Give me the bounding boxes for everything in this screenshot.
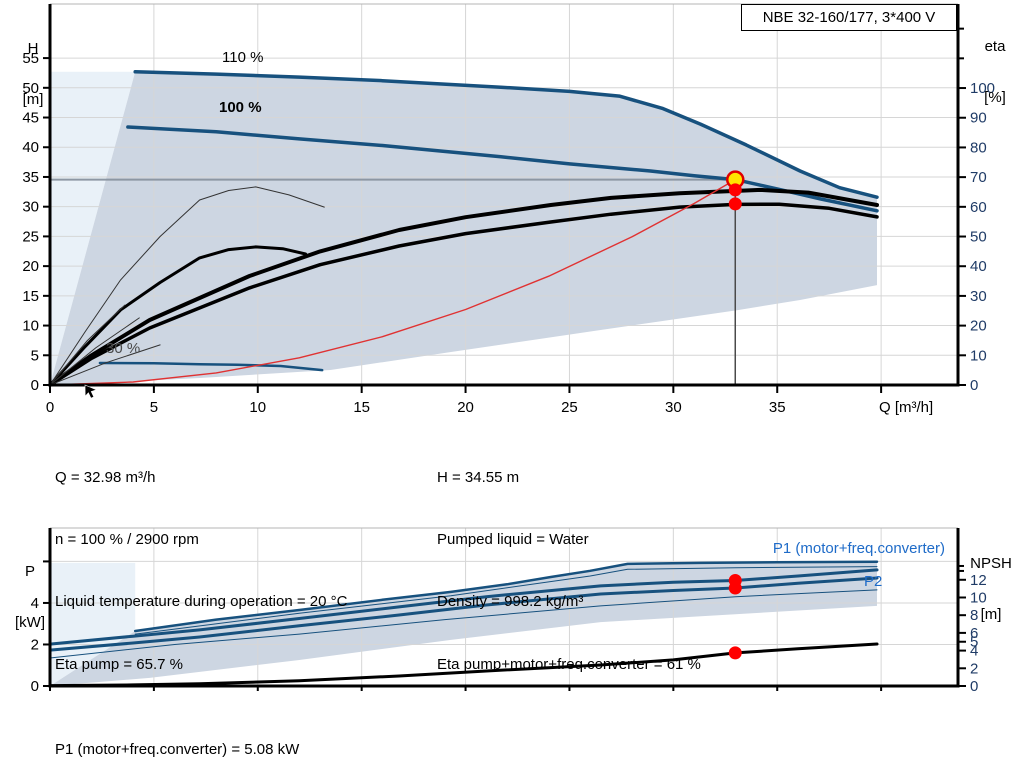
- curve-p1-curve: [48, 568, 879, 646]
- y-right-tick-label: 30: [970, 288, 987, 305]
- y-left-tick-label: 15: [22, 288, 39, 305]
- y-left-tick-label: 2: [31, 636, 39, 653]
- y-right-tick-label: 20: [970, 318, 987, 335]
- y-right-tick-label: 0: [970, 678, 978, 695]
- y-left-tick-label: 20: [22, 258, 39, 275]
- curve-eta-fan-3: [49, 344, 161, 386]
- eta-axis-unit: [%]: [984, 89, 1006, 106]
- y-right-tick-label: 100: [970, 80, 995, 97]
- info-density: Density = 998.2 kg/m³: [437, 593, 584, 611]
- x-tick-label: 10: [249, 399, 266, 416]
- curve-eta-pump-motor-freq: [48, 202, 879, 387]
- y-left-tick-label: 0: [31, 377, 39, 394]
- curve-system-curve: [49, 178, 736, 386]
- y-right-tick-label: 40: [970, 258, 987, 275]
- mouse-cursor: [84, 384, 98, 399]
- y-right-tick-label: 70: [970, 169, 987, 186]
- curve-eta-fan-2: [49, 317, 140, 386]
- x-tick-label: 5: [150, 399, 158, 416]
- info-liquid-temp: Liquid temperature during operation = 20…: [55, 593, 348, 611]
- y-right-tick-label: 5: [970, 634, 978, 651]
- head-axis-title: H [m]: [16, 6, 50, 142]
- curve-head-30pct: [98, 361, 324, 372]
- power-axis-symbol: P: [24, 563, 35, 580]
- curve-eta-pump: [48, 187, 879, 387]
- y-left-tick-label: 25: [22, 228, 39, 245]
- info-flow: Q = 32.98 m³/h: [55, 468, 156, 486]
- marker-duty-point-eta-pump: [728, 183, 742, 197]
- x-tick-label: 35: [769, 399, 786, 416]
- npsh-axis-symbol: NPSH: [970, 555, 1012, 572]
- y-right-tick-label: 12: [970, 572, 987, 589]
- flow-axis-title: Q [m³/h]: [879, 399, 934, 416]
- y-right-tick-label: 10: [970, 347, 987, 364]
- duty-info-left: Q = 32.98 m³/h n = 100 % / 2900 rpm Liqu…: [55, 426, 347, 717]
- power-info-block: P1 (motor+freq.converter) = 5.08 kW P2 =…: [55, 698, 299, 781]
- y-right-tick-label: 8: [970, 607, 978, 624]
- speed-label-110: 110 %: [222, 49, 264, 66]
- duty-info-right: H = 34.55 m Pumped liquid = Water Densit…: [437, 426, 701, 717]
- info-eta-pump: Eta pump = 65.7 %: [55, 655, 183, 673]
- info-head: H = 34.55 m: [437, 468, 520, 486]
- x-tick-label: 30: [665, 399, 682, 416]
- y-left-tick-label: 50: [22, 80, 39, 97]
- y-right-tick-label: 90: [970, 110, 987, 127]
- y-right-tick-label: 2: [970, 660, 978, 677]
- y-right-tick-label: 50: [970, 229, 987, 246]
- curve-p-thin-lower: [49, 589, 878, 659]
- info-p1: P1 (motor+freq.converter) = 5.08 kW: [55, 740, 300, 758]
- y-left-tick-label: 4: [31, 595, 39, 612]
- power-axis-unit: [kW]: [15, 614, 45, 631]
- marker-duty-point-p2: [728, 581, 742, 595]
- y-left-tick-label: 30: [22, 199, 39, 216]
- y-right-tick-label: 60: [970, 199, 987, 216]
- head-efficiency-chart-operating-envelope: [50, 71, 877, 386]
- curve-eta-arc-thin: [49, 186, 325, 386]
- p1-curve-label: P1 (motor+freq.converter): [772, 540, 945, 557]
- x-tick-label: 20: [457, 399, 474, 416]
- y-left-tick-label: 40: [22, 139, 39, 156]
- p2-curve-label: P2: [864, 573, 883, 590]
- curve-eta-fan-1: [49, 304, 126, 386]
- speed-label-30: 30 %: [106, 340, 141, 357]
- x-tick-label: 0: [46, 399, 54, 416]
- y-right-tick-label: 80: [970, 139, 987, 156]
- info-speed: n = 100 % / 2900 rpm: [55, 530, 199, 548]
- power-axis-title: P [kW]: [10, 529, 50, 665]
- info-eta-total: Eta pump+motor+freq.converter = 61 %: [437, 655, 701, 673]
- curve-p1-envelope-top: [133, 560, 879, 633]
- speed-label-100: 100 %: [219, 99, 262, 116]
- x-tick-label: 15: [353, 399, 370, 416]
- curve-eta-arc-mid: [48, 245, 308, 387]
- curve-p1-thin-upper: [134, 566, 878, 635]
- npsh-axis-unit: [m]: [980, 606, 1002, 623]
- info-pumped-liquid: Pumped liquid = Water: [437, 530, 589, 548]
- y-right-tick-label: 4: [970, 643, 978, 660]
- marker-duty-point-npsh: [728, 646, 742, 660]
- x-tick-label: 25: [561, 399, 578, 416]
- eta-axis-symbol: eta: [984, 38, 1006, 55]
- y-right-tick-label: 10: [970, 589, 987, 606]
- curve-p2-curve: [48, 576, 879, 652]
- marker-duty-point-eta-total: [728, 197, 742, 211]
- y-right-tick-label: 6: [970, 625, 978, 642]
- curve-npsh-curve: [48, 642, 879, 688]
- npsh-axis-title: NPSH [m]: [962, 521, 1020, 657]
- y-left-tick-label: 45: [22, 110, 39, 127]
- y-left-tick-label: 35: [22, 169, 39, 186]
- y-right-tick-label: 0: [970, 377, 978, 394]
- pump-title-box: NBE 32-160/177, 3*400 V: [741, 4, 957, 31]
- head-axis-unit: [m]: [22, 91, 44, 108]
- curve-head-110pct: [133, 70, 879, 199]
- head-axis-symbol: H: [27, 40, 39, 57]
- eta-axis-title: eta [%]: [972, 4, 1018, 140]
- y-left-tick-label: 0: [31, 678, 39, 695]
- power-npsh-chart-operating-envelope: [50, 561, 877, 686]
- y-left-tick-label: 55: [22, 50, 39, 67]
- y-left-tick-label: 5: [31, 347, 39, 364]
- y-left-tick-label: 10: [22, 318, 39, 335]
